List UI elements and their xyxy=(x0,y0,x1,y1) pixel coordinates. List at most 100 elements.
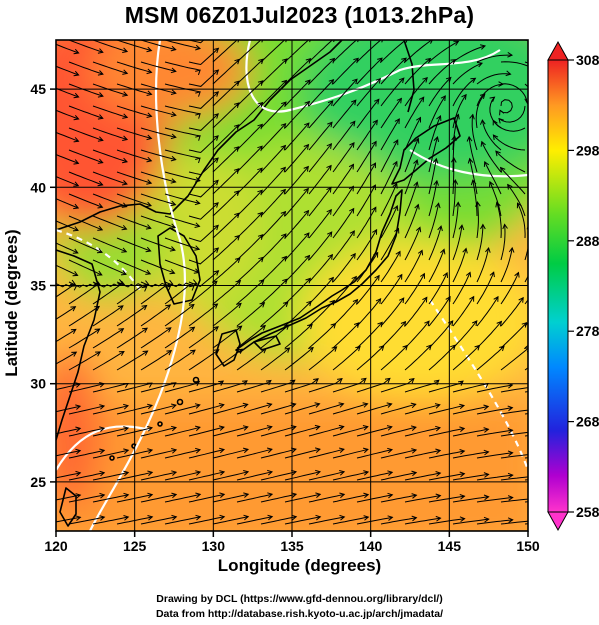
streamline xyxy=(332,276,357,305)
streamline-arrow xyxy=(236,302,242,309)
streamline-arrow xyxy=(242,402,249,409)
streamline-arrow xyxy=(123,426,130,432)
streamline-arrow xyxy=(315,469,322,476)
streamline-arrow xyxy=(169,246,176,252)
streamline xyxy=(92,405,129,415)
streamline xyxy=(56,131,79,142)
streamline xyxy=(68,40,103,53)
streamline-arrow xyxy=(291,492,298,498)
streamline xyxy=(92,472,129,481)
streamline-arrow xyxy=(401,57,407,64)
streamline-arrow xyxy=(219,514,226,521)
streamline-arrow xyxy=(375,297,382,304)
y-axis-label: Latitude (degrees) xyxy=(2,229,21,377)
streamline-arrow xyxy=(313,378,319,384)
streamline xyxy=(140,382,176,393)
streamline xyxy=(284,79,311,107)
x-tick-label: 135 xyxy=(280,538,304,554)
streamline-arrow xyxy=(532,474,537,479)
coastlines xyxy=(56,40,461,527)
streamline xyxy=(284,378,319,393)
streamline-arrow xyxy=(236,325,243,331)
streamline-arrow xyxy=(145,269,152,275)
streamline-arrow xyxy=(411,493,418,499)
streamline xyxy=(284,122,310,151)
streamline-arrow xyxy=(118,328,125,334)
streamline xyxy=(332,494,369,503)
streamline xyxy=(188,91,219,109)
streamline xyxy=(212,303,242,327)
streamline xyxy=(188,516,225,525)
streamline-arrow xyxy=(194,425,201,432)
streamline xyxy=(260,145,286,173)
streamline xyxy=(308,40,334,63)
streamline xyxy=(476,345,505,371)
streamline xyxy=(236,279,265,305)
streamline-arrow xyxy=(489,271,495,278)
streamline-arrow xyxy=(146,134,153,141)
streamline-arrow xyxy=(437,225,443,232)
streamline xyxy=(356,98,380,129)
streamline-arrow xyxy=(458,224,465,231)
streamline xyxy=(332,186,354,217)
streamline-arrow xyxy=(532,496,537,501)
streamline-arrow xyxy=(97,48,104,54)
streamline-arrow xyxy=(362,402,369,408)
streamline xyxy=(500,476,528,481)
streamline-arrow xyxy=(266,402,273,409)
coast-mainland xyxy=(56,40,343,231)
streamline-arrow xyxy=(483,427,490,433)
streamline xyxy=(140,237,176,251)
streamline-arrow xyxy=(189,326,196,333)
streamline-arrow xyxy=(194,177,201,183)
streamline xyxy=(476,296,499,327)
streamline-arrow xyxy=(479,44,487,50)
streamline xyxy=(308,493,345,503)
streamline-arrow xyxy=(326,231,333,238)
streamline xyxy=(500,322,527,349)
streamline-arrow xyxy=(117,278,124,285)
streamline xyxy=(524,245,528,261)
colorbar-ticks: 258 268 278 288 298 308 xyxy=(568,52,599,520)
streamline-arrow xyxy=(99,426,106,432)
x-tick-label: 150 xyxy=(516,538,540,554)
colorbar-tick-label: 278 xyxy=(576,323,599,339)
streamline-arrow xyxy=(97,114,104,120)
streamline xyxy=(68,283,99,305)
streamline-arrow xyxy=(194,245,201,251)
streamline xyxy=(332,448,369,459)
streamline-arrow xyxy=(387,492,394,499)
graticule xyxy=(56,40,528,531)
streamline xyxy=(405,40,406,41)
x-axis-label: Longitude (degrees) xyxy=(217,556,382,575)
streamline-arrow xyxy=(170,403,177,409)
streamline-arrow xyxy=(483,449,490,456)
streamline-arrow xyxy=(99,515,106,521)
streamline xyxy=(404,250,423,283)
streamline-arrow xyxy=(233,168,240,174)
streamline xyxy=(428,115,441,151)
streamline-arrow xyxy=(451,134,457,141)
streamline-arrow xyxy=(314,424,321,431)
streamline-arrow xyxy=(363,470,370,476)
streamline xyxy=(452,114,459,151)
streamline xyxy=(308,277,334,305)
streamline xyxy=(188,404,224,415)
streamline xyxy=(428,344,456,371)
streamline xyxy=(236,256,264,283)
streamline-arrow xyxy=(94,305,101,312)
streamline-arrow xyxy=(434,403,441,409)
contour-line xyxy=(429,299,528,471)
contour-line xyxy=(56,228,141,291)
streamline-arrow xyxy=(362,447,369,454)
streamline-arrow xyxy=(147,448,154,454)
streamline-arrow xyxy=(535,111,539,116)
streamline-arrow xyxy=(331,16,336,21)
streamline-arrow xyxy=(480,140,486,147)
streamline-arrow xyxy=(435,471,442,477)
streamline xyxy=(308,323,336,349)
streamline-arrow xyxy=(117,305,124,311)
streamline-arrow xyxy=(213,247,220,253)
streamline-arrow xyxy=(303,165,309,172)
streamline xyxy=(236,516,273,525)
